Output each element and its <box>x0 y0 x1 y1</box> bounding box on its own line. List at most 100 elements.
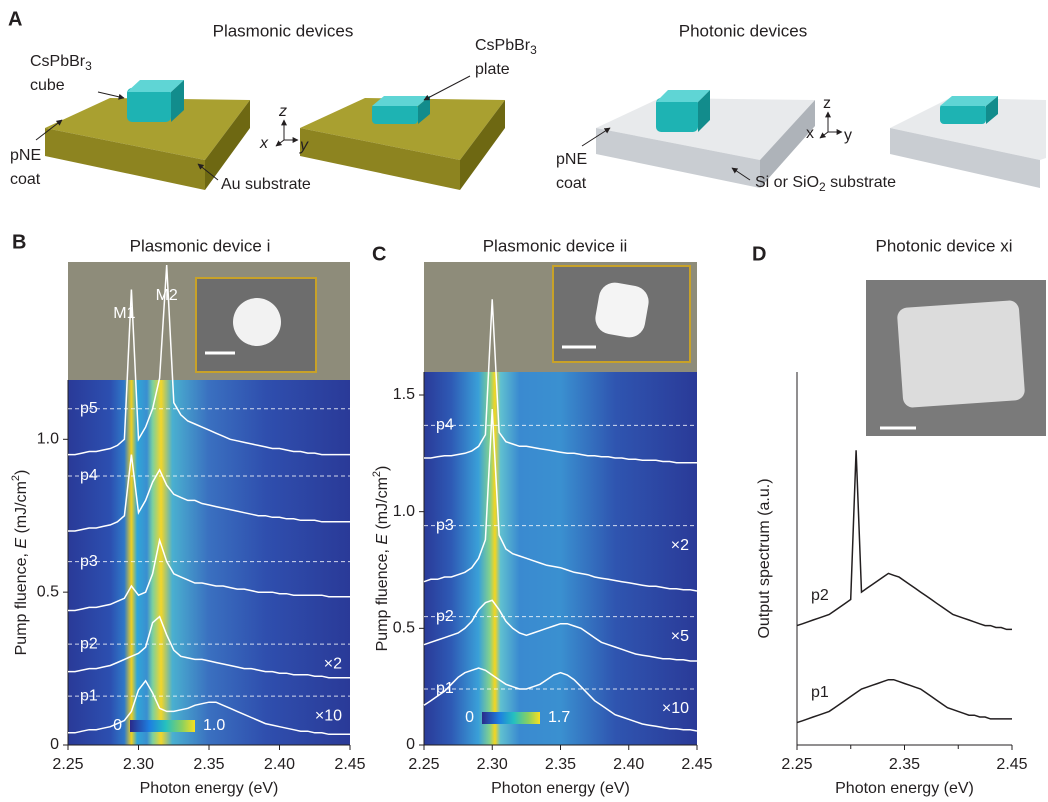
gold-slab <box>300 96 505 190</box>
annotation: plate <box>475 61 510 78</box>
x-tick-label: 2.45 <box>681 756 712 773</box>
spectrum <box>796 450 1012 631</box>
arrow <box>581 127 611 147</box>
silicon-slab <box>890 96 1046 188</box>
y-tick-label: 0.5 <box>393 620 415 637</box>
inset-image <box>552 265 691 363</box>
chart-title: Photonic device xi <box>875 236 1012 255</box>
x-tick-label: 2.25 <box>52 756 83 773</box>
chart-title: Plasmonic device ii <box>483 236 628 255</box>
y-axis-label-part: Pump fluence, <box>374 545 391 652</box>
axis-letter: z <box>278 103 287 120</box>
annotation: cube <box>30 77 65 94</box>
y-axis-label: Pump fluence, E (mJ/cm2) <box>10 470 30 656</box>
axis-letter: y <box>299 137 309 154</box>
series-label: p1 <box>436 680 454 697</box>
spectrum <box>424 299 697 464</box>
y-tick-label: 0.5 <box>37 583 59 600</box>
colorbar-label: 0 <box>465 709 474 726</box>
y-tick-label: 1.5 <box>393 386 415 403</box>
series-label: p4 <box>80 467 98 484</box>
x-tick-label: 2.30 <box>123 756 154 773</box>
arrow <box>197 163 219 181</box>
series-label: p1 <box>80 687 98 704</box>
x-tick-label: 2.45 <box>996 756 1027 773</box>
x-tick-label: 2.40 <box>264 756 295 773</box>
panel-letter: D <box>752 243 766 265</box>
y-tick-label: 1.0 <box>37 431 59 448</box>
y-tick-label: 0 <box>406 736 415 753</box>
axes-icon <box>819 111 843 139</box>
x-tick-label: 2.35 <box>889 756 920 773</box>
y-axis-label-part: E <box>13 538 30 549</box>
x-tick-label: 2.25 <box>781 756 812 773</box>
spectrum <box>68 454 350 532</box>
colorbar-label: 1.7 <box>548 709 570 726</box>
series-label: p4 <box>436 417 454 434</box>
y-axis-label-part: E <box>374 534 391 545</box>
spectrum <box>423 599 697 662</box>
panel-letter: A <box>8 8 22 30</box>
y-axis-label-part: 2 <box>10 475 22 481</box>
heatmap <box>68 380 350 745</box>
y-tick-label: 1.0 <box>393 503 415 520</box>
y-axis-label-part: 2 <box>371 471 383 477</box>
colorbar <box>482 712 540 724</box>
y-axis-label: Output spectrum (a.u.) <box>756 478 773 638</box>
arrow <box>35 119 63 141</box>
scale-label: ×10 <box>662 700 689 717</box>
section-title: Photonic devices <box>679 21 808 40</box>
series-label: p1 <box>811 684 829 701</box>
y-axis-label-part: (mJ/cm <box>374 477 391 534</box>
x-tick-label: 2.45 <box>334 756 365 773</box>
series-label: p2 <box>811 587 829 604</box>
annotation: coat <box>556 175 587 192</box>
inset-image <box>195 277 317 373</box>
y-axis-label-part: ) <box>13 470 30 475</box>
x-tick-label: 2.40 <box>613 756 644 773</box>
y-tick-label: 0 <box>50 736 59 753</box>
y-axis-label-part: Output spectrum (a.u.) <box>756 478 773 638</box>
section-title: Plasmonic devices <box>213 21 354 40</box>
annotation: pNE <box>556 151 587 168</box>
x-axis-label: Photon energy (eV) <box>140 780 279 797</box>
spectrum <box>68 537 350 612</box>
colorbar <box>130 720 195 732</box>
annotation: CsPbBr3 <box>30 53 92 73</box>
scale-label: ×2 <box>671 537 689 554</box>
x-axis-label: Photon energy (eV) <box>835 780 974 797</box>
x-tick-label: 2.35 <box>545 756 576 773</box>
series-label: p3 <box>80 553 98 570</box>
inset-image <box>866 280 1046 436</box>
panel-letter: B <box>12 231 26 253</box>
series-label: p2 <box>436 608 454 625</box>
y-axis-label-part: (mJ/cm <box>13 481 30 538</box>
spectrum <box>423 408 698 592</box>
x-tick-label: 2.30 <box>477 756 508 773</box>
series-label: p2 <box>80 635 98 652</box>
annotation: CsPbBr3 <box>475 37 537 57</box>
axis-letter: x <box>806 125 814 142</box>
y-axis-label: Pump fluence, E (mJ/cm2) <box>371 466 391 652</box>
x-tick-label: 2.35 <box>193 756 224 773</box>
colorbar-label: 1.0 <box>203 717 225 734</box>
chart-title: Plasmonic device i <box>130 236 271 255</box>
scale-label: ×2 <box>324 655 342 672</box>
arrow <box>423 75 471 101</box>
scale-label: ×10 <box>315 707 342 724</box>
arrow <box>97 91 125 100</box>
scale-label: ×5 <box>671 628 689 645</box>
y-axis-label-part: Pump fluence, <box>13 549 30 656</box>
axes-icon <box>275 119 299 147</box>
axis-letter: y <box>844 127 852 144</box>
arrow <box>731 167 751 181</box>
x-axis-label: Photon energy (eV) <box>491 780 630 797</box>
annotation: pNE <box>10 147 41 164</box>
axis-letter: x <box>259 135 269 152</box>
peak-label: M1 <box>113 305 135 322</box>
silicon-slab <box>596 90 815 188</box>
y-axis-label-part: ) <box>374 466 391 471</box>
spectrum <box>68 615 350 679</box>
spectrum <box>796 678 1012 724</box>
